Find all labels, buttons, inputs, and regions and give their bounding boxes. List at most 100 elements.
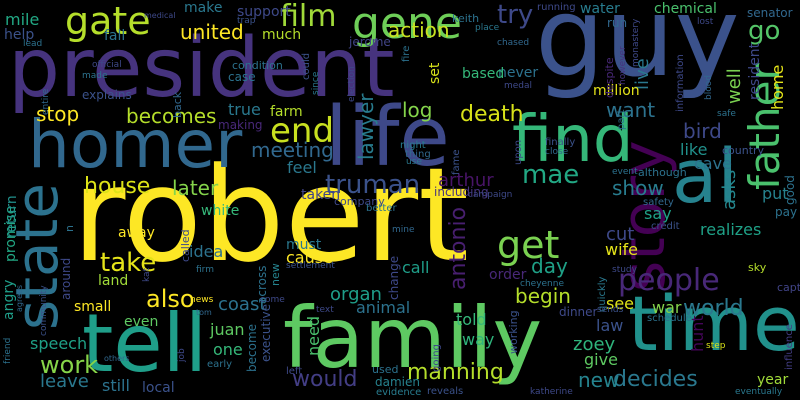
word-katherine: reveals (427, 386, 464, 397)
word-make: fall (104, 28, 126, 44)
word-close: finally (545, 137, 576, 148)
word-help: mile (5, 10, 40, 29)
word-jerome: much (262, 27, 302, 43)
word-bird: bird (683, 119, 722, 143)
word-despite: information (675, 54, 686, 112)
word-new: new (578, 368, 620, 392)
word-finally: event (612, 167, 638, 177)
word-kat: friend (3, 337, 13, 364)
word-realizes: realizes (700, 220, 762, 239)
word-go: go (748, 16, 781, 46)
word-country: safe (717, 109, 736, 119)
word-need: need (304, 316, 323, 356)
word-information: good (783, 175, 797, 205)
word-holy: study (612, 265, 637, 275)
word-million: resident (747, 42, 763, 100)
word-place: keith (452, 12, 480, 25)
word-company: new (269, 263, 282, 286)
word-war: war (652, 298, 682, 317)
word-cause: cause (286, 248, 333, 267)
word-vice: sky (748, 261, 767, 274)
word-people: people (618, 263, 720, 298)
word-case: condition (232, 59, 283, 72)
word-fall: help (4, 27, 35, 43)
word-taken: taken (301, 187, 341, 203)
word-begin: begin (515, 284, 571, 308)
word-could: fire (401, 45, 412, 62)
word-homer: homer (28, 106, 243, 183)
word-keith: running (537, 2, 576, 13)
word-study: step (706, 341, 726, 351)
word-al: al (672, 134, 738, 220)
word-life: life (325, 90, 450, 185)
word-decides: decides (613, 367, 698, 392)
word-world: world (683, 296, 744, 321)
word-hunt: hunt (688, 315, 707, 352)
word-damien: return (4, 195, 20, 238)
word-used: damien (375, 375, 420, 389)
word-capture: influence (784, 324, 795, 370)
word-zoey: zoey (573, 334, 616, 355)
word-monastery: however (618, 46, 628, 85)
word-gate: gate (65, 0, 151, 43)
word-safe: part (616, 109, 627, 130)
word-meeting: meeting (251, 138, 334, 162)
word-log: log (402, 98, 433, 122)
word-reveals: evidence (376, 387, 422, 398)
word-much: support (237, 4, 291, 20)
word-although: campaign (468, 190, 513, 200)
word-say: say (644, 204, 672, 223)
word-year: year (757, 372, 789, 388)
word-going: mine (392, 225, 415, 235)
word-however: despite (603, 57, 616, 98)
word-based: never (498, 65, 539, 81)
word-explains: entire (41, 88, 51, 115)
word-event: although (638, 166, 687, 179)
word-land: away (118, 225, 155, 241)
word-organ: organ (330, 284, 382, 305)
word-mine: settlement (286, 261, 335, 271)
word-firm: kat (142, 267, 152, 282)
word-like: like (680, 140, 708, 159)
word-cave: cave (694, 154, 732, 173)
word-manning: manning (407, 360, 504, 385)
word-lost: trap (237, 16, 256, 26)
word-try: try (497, 0, 534, 30)
word-animal: animal (356, 298, 411, 317)
word-even: small (74, 299, 112, 315)
word-medal: chased (497, 38, 530, 48)
word-upon: fame (451, 149, 462, 175)
word-text: come (260, 295, 285, 305)
word-fame: use (406, 157, 422, 167)
word-stop: stop (36, 102, 80, 126)
word-juan: juan (210, 320, 245, 339)
word-leave: even (124, 314, 159, 330)
word-also: also (146, 285, 195, 313)
word-support: make (184, 0, 223, 16)
word-around: n (63, 225, 76, 232)
word-would: would (292, 367, 358, 392)
word-true: set (427, 62, 443, 84)
word-feel: feel (287, 158, 317, 177)
word-lawyer: lawyer (354, 93, 378, 160)
word-others: early (207, 359, 233, 370)
word-making: farm (270, 104, 303, 120)
word-thing: night (400, 140, 426, 151)
word-medical: lead (23, 39, 43, 49)
word-give: give (584, 350, 618, 369)
word-trap: medical (144, 11, 176, 20)
word-set: based (462, 66, 505, 82)
word-told: told (456, 310, 487, 329)
word-action: action (388, 18, 450, 42)
word-local: still (102, 376, 130, 395)
word-job: tom (196, 308, 212, 317)
word-antonio: antonio (446, 206, 471, 290)
word-day: day (531, 254, 568, 278)
word-gene: gene (352, 0, 462, 49)
word-change: executive (259, 303, 273, 362)
word-community: agrees (15, 284, 24, 312)
word-united: united (180, 20, 244, 44)
word-asks: asks (719, 169, 740, 210)
word-order: order (489, 267, 527, 283)
word-use: thing (405, 149, 431, 160)
